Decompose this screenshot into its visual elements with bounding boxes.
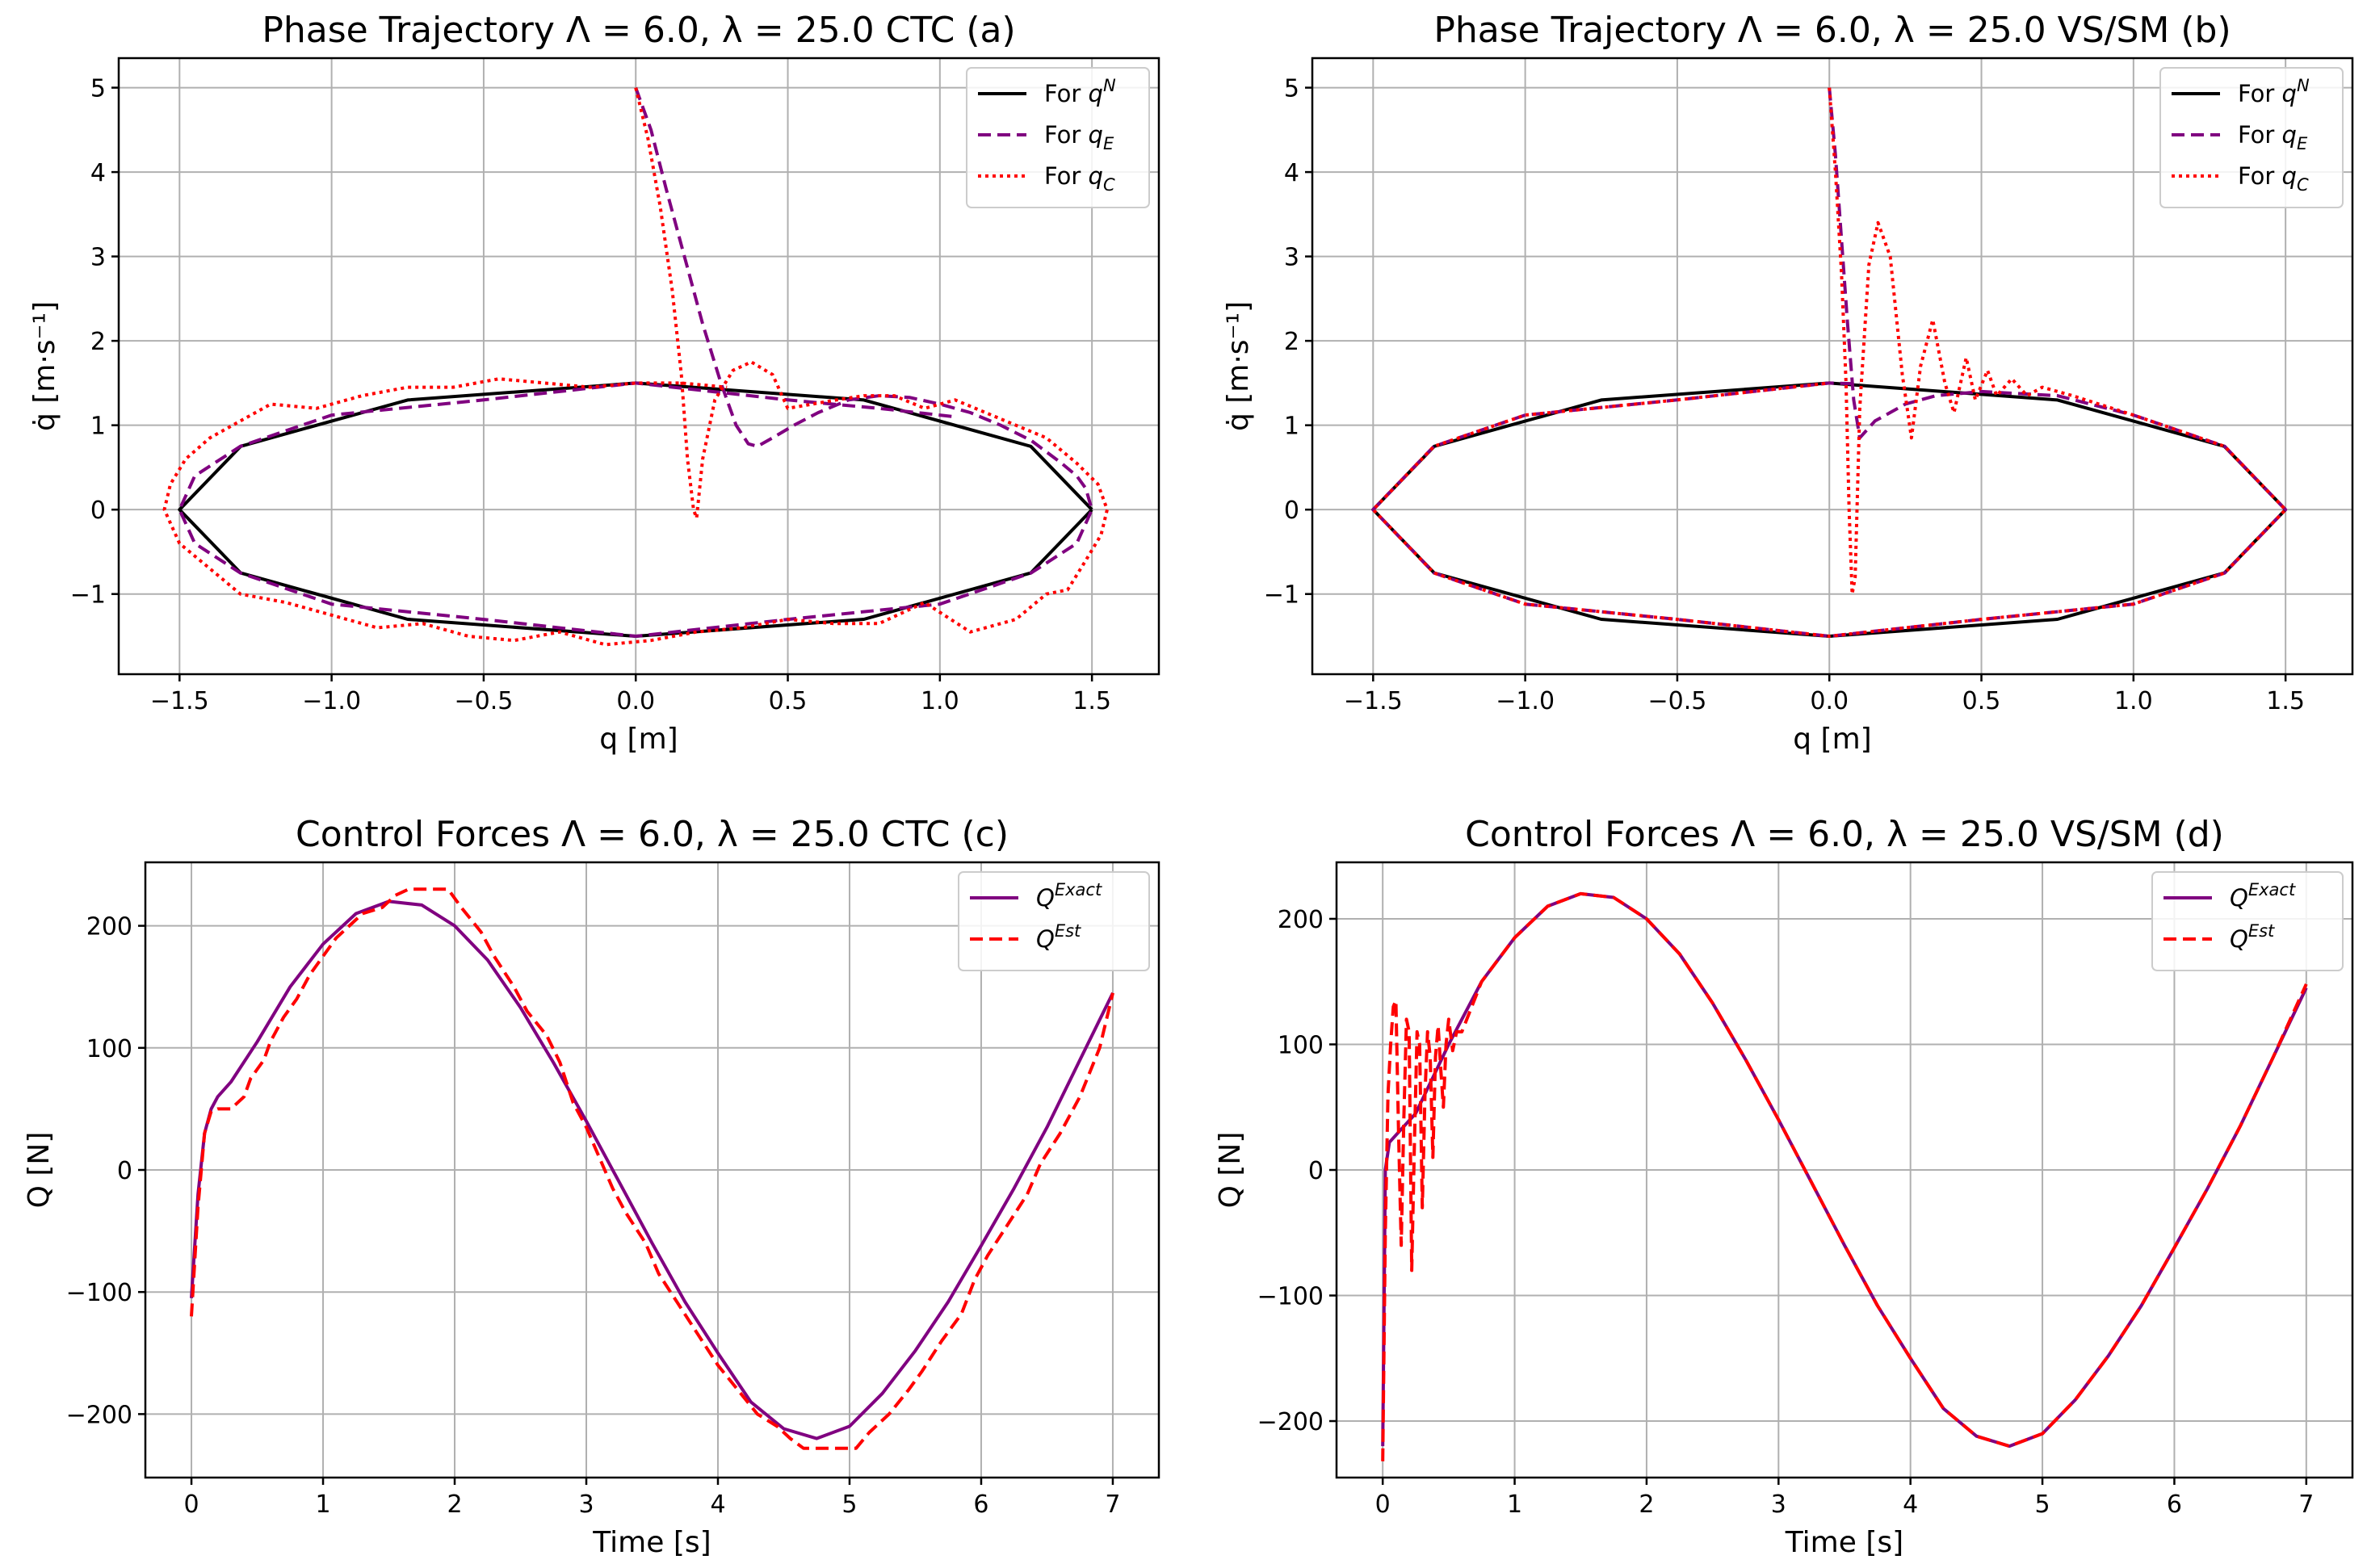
xtick-label-d-2: 2 (1639, 1490, 1654, 1519)
x-axis-label-c: Time [s] (592, 1526, 711, 1559)
x-axis-label-a: q [m] (599, 723, 678, 756)
xtick-label-c-6: 6 (973, 1490, 988, 1519)
series-line-c-0 (190, 899, 1114, 1440)
xtick-label-b-0: −1.5 (1344, 687, 1403, 715)
xtick-label-c-2: 2 (447, 1490, 462, 1519)
legend-label-b-0: For qN (2238, 76, 2310, 107)
xtick-label-c-1: 1 (315, 1490, 330, 1519)
ytick-label-b-0: −1 (1264, 581, 1299, 610)
ytick-label-c-3: 100 (86, 1035, 132, 1063)
legend-label-c-0: QExact (1036, 880, 1102, 912)
ytick-label-d-2: 0 (1308, 1157, 1324, 1185)
legend-label-b-2: For qC (2238, 162, 2309, 195)
xtick-label-c-7: 7 (1105, 1490, 1120, 1519)
xtick-label-c-5: 5 (841, 1490, 857, 1519)
ytick-label-a-5: 4 (90, 159, 106, 187)
xtick-label-c-4: 4 (710, 1490, 725, 1519)
xtick-label-b-3: 0.0 (1810, 687, 1849, 715)
ytick-label-c-2: 0 (117, 1157, 132, 1185)
legend-label-a-0: For qN (1044, 76, 1116, 107)
series-line-a-1 (178, 86, 1094, 638)
series-line-a-2 (162, 87, 1109, 647)
y-axis-label-a: q̇ [m·s⁻¹] (28, 301, 61, 431)
legend-label-d-0: QExact (2230, 880, 2296, 912)
xtick-label-a-5: 1.0 (921, 687, 959, 715)
y-axis-label-d: Q [N] (1214, 1132, 1247, 1209)
xtick-label-b-6: 1.5 (2266, 687, 2305, 715)
legend-label-a-1: For qE (1044, 121, 1114, 153)
ytick-label-c-0: −200 (66, 1401, 132, 1429)
chart-title-a: Phase Trajectory Λ = 6.0, λ = 25.0 CTC (… (262, 10, 1015, 51)
y-axis-label-b: q̇ [m·s⁻¹] (1222, 301, 1255, 431)
chart-title-d: Control Forces Λ = 6.0, λ = 25.0 VS/SM (… (1465, 814, 2224, 855)
xtick-label-a-3: 0.0 (616, 687, 655, 715)
xtick-label-d-3: 3 (1771, 1490, 1786, 1519)
series-line-b-1 (1371, 87, 2288, 638)
ytick-label-b-1: 0 (1284, 497, 1299, 525)
xtick-label-b-5: 1.0 (2114, 687, 2153, 715)
series-line-c-1 (190, 887, 1114, 1450)
series-line-a-0 (178, 381, 1093, 638)
xtick-label-c-3: 3 (578, 1490, 594, 1519)
ytick-label-d-4: 200 (1278, 906, 1324, 934)
legend-label-c-1: QEst (1036, 921, 1081, 953)
legend-label-d-1: QEst (2230, 921, 2275, 953)
ytick-label-d-0: −200 (1257, 1408, 1324, 1436)
ytick-label-d-3: 100 (1278, 1031, 1324, 1059)
xtick-label-a-1: −1.0 (302, 687, 361, 715)
ytick-label-b-3: 2 (1284, 328, 1299, 356)
panel-d-control-forces-vssm: 0 1 2 3 4 5 6 7 −200 −100 0 100 200 Control Forces Λ … (1214, 814, 2354, 1559)
legend-label-a-2: For qC (1044, 162, 1115, 195)
xtick-label-d-0: 0 (1375, 1490, 1391, 1519)
ytick-label-a-1: 0 (90, 497, 106, 525)
x-axis-label-d: Time [s] (1785, 1526, 1903, 1559)
y-axis-label-c: Q [N] (23, 1132, 56, 1209)
ytick-label-c-1: −100 (66, 1279, 132, 1307)
legend-label-b-1: For qE (2238, 121, 2308, 153)
xtick-label-b-1: −1.0 (1496, 687, 1555, 715)
chart-title-c: Control Forces Λ = 6.0, λ = 25.0 CTC (c) (296, 814, 1009, 855)
x-axis-label-b: q [m] (1793, 723, 1871, 756)
ytick-label-a-4: 3 (90, 244, 106, 272)
xtick-label-d-4: 4 (1903, 1490, 1918, 1519)
ytick-label-d-1: −100 (1257, 1283, 1324, 1311)
ytick-label-b-5: 4 (1284, 159, 1299, 187)
xtick-label-b-4: 0.5 (1962, 687, 2001, 715)
xtick-label-d-1: 1 (1507, 1490, 1522, 1519)
axes-frame-a (117, 57, 1160, 676)
ytick-label-a-6: 5 (90, 75, 106, 103)
series-line-d-1 (1381, 891, 2308, 1461)
xtick-label-a-0: −1.5 (150, 687, 209, 715)
xtick-label-c-0: 0 (183, 1490, 199, 1519)
xtick-label-d-6: 6 (2167, 1490, 2182, 1519)
ytick-label-b-6: 5 (1284, 75, 1299, 103)
ytick-label-b-2: 1 (1284, 413, 1299, 441)
ytick-label-c-4: 200 (86, 913, 132, 941)
panel-c-control-forces-ctc: 0 1 2 3 4 5 6 7 −200 −100 0 100 200 Control Forces Λ … (23, 814, 1160, 1559)
xtick-label-d-5: 5 (2035, 1490, 2050, 1519)
ytick-label-b-4: 3 (1284, 244, 1299, 272)
legend-box-b (2159, 67, 2344, 208)
xtick-label-d-7: 7 (2298, 1490, 2314, 1519)
xtick-label-a-4: 0.5 (769, 687, 808, 715)
ytick-label-a-2: 1 (90, 413, 106, 441)
xtick-label-a-6: 1.5 (1072, 687, 1111, 715)
ytick-label-a-0: −1 (70, 581, 106, 610)
xtick-label-b-2: −0.5 (1648, 687, 1707, 715)
xtick-label-a-2: −0.5 (455, 687, 514, 715)
chart-title-b: Phase Trajectory Λ = 6.0, λ = 25.0 VS/SM… (1433, 10, 2231, 51)
legend-box-a (966, 67, 1150, 208)
panel-a-phase-trajectory-ctc: −1.5 −1.0 −0.5 0.0 0.5 1.0 1.5 −1 0 1 2 3 4 5 Phase Tr… (28, 10, 1160, 756)
panel-b-phase-trajectory-vssm: −1.5 −1.0 −0.5 0.0 0.5 1.0 1.5 −1 0 1 2 3 4 5 Phase Tr… (1222, 10, 2354, 756)
axes-frame-b (1311, 57, 2354, 676)
ytick-label-a-3: 2 (90, 328, 106, 356)
